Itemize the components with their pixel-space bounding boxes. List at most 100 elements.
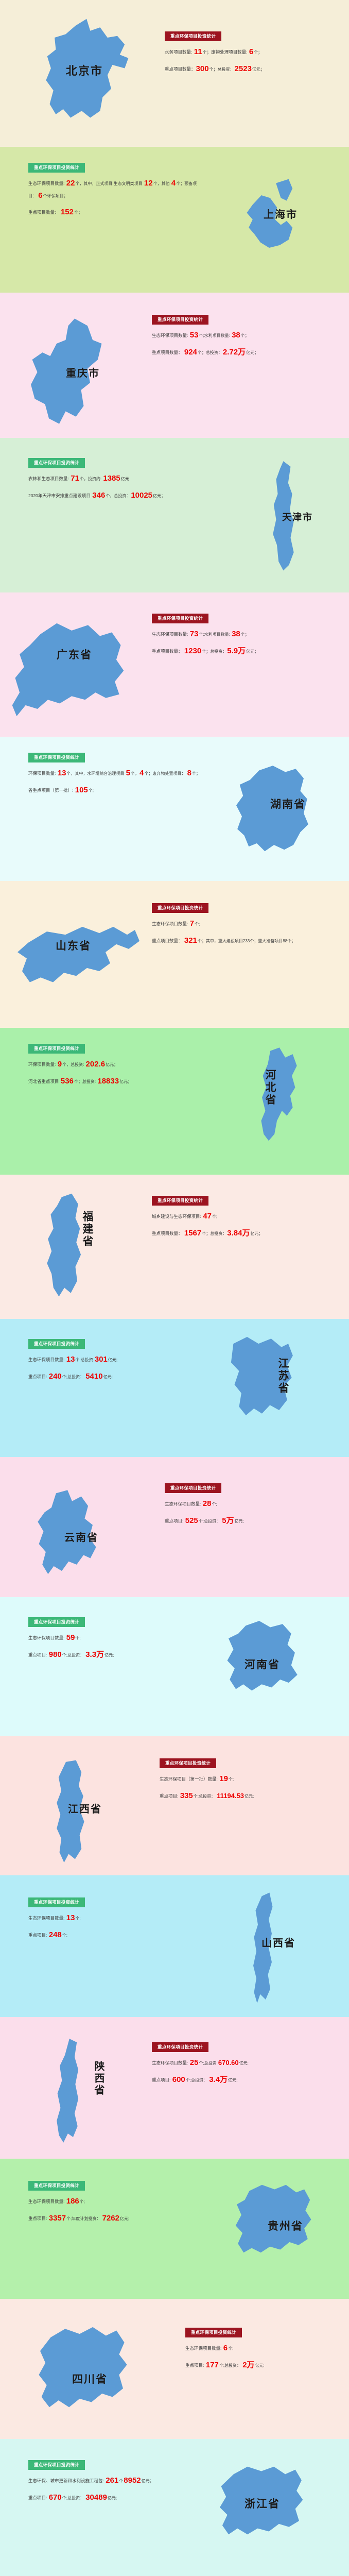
stat-unit: 亿元； xyxy=(252,66,265,72)
stat-line: 生态环保项目数量: 53个;水利项目数量: 38个； xyxy=(152,329,337,341)
stat-number: 12 xyxy=(144,179,153,188)
stat-line: 重点项目: 670个;总投资： 30489亿元; xyxy=(28,2492,206,2503)
stat-unit: 个；预备项目： xyxy=(28,181,197,198)
stat-lines: 生态环保项目数量: 13个; 重点项目: 248个; xyxy=(28,1912,198,1941)
stat-unit: 亿元； xyxy=(119,1079,132,1084)
section-badge: 重点环保项目投资统计 xyxy=(165,31,222,42)
stat-unit: 亿元 xyxy=(120,477,129,482)
section-badge: 重点环保项目投资统计 xyxy=(28,1617,85,1628)
stat-lines: 生态环保项目数量: 13个;总投资 301亿元; 重点项目: 240个;总投资： … xyxy=(28,1353,203,1382)
stat-number: 13 xyxy=(66,1913,75,1923)
stat-unit: 个;水利项目数量: xyxy=(199,333,232,338)
province-name-label: 陕西省 xyxy=(93,2061,105,2096)
stat-unit: 个；总投资： xyxy=(202,1231,227,1236)
stat-label: 生态环保项目数量: xyxy=(152,632,189,637)
stat-unit: 个； xyxy=(74,210,82,215)
section-inner: 重点环保项目投资统计 生态环保项目数量: 53个;水利项目数量: 38个； 重点项目… xyxy=(0,293,349,438)
stat-unit: 个；总投资： xyxy=(209,66,234,72)
stat-number: 670 xyxy=(48,2493,62,2502)
stat-line: 生态环保项目数量: 59个; xyxy=(28,1632,203,1643)
section-inner: 重点环保项目投资统计 环保项目数量: 9个，总投资: 202.6亿元； 河北省重点项… xyxy=(0,1028,349,1175)
stat-line: 生态环保项目数量: 186个; xyxy=(28,2195,214,2207)
stat-label: 生态环保项目数量: xyxy=(165,1501,202,1507)
stat-text-block: 重点环保项目投资统计 生态环保项目数量: 6个; 重点项目: 177个;总投资： 2… xyxy=(185,2327,342,2376)
stat-text-block: 重点环保项目投资统计 水务项目数量: 11个；废物处理项目数量: 6个； 重点项目数… xyxy=(165,31,345,79)
province-name-label: 四川省 xyxy=(72,2372,108,2385)
stat-label: 环保项目数量: xyxy=(28,1062,57,1067)
stat-unit: 个; xyxy=(62,1933,67,1938)
stat-text-block: 重点环保项目投资统计 生态环保项目数量: 22个，其中，正式项目:生态文明类项目 … xyxy=(28,162,198,223)
stat-line: 2020年天津市安排重点建设项目 346个，总投资：10025亿元； xyxy=(28,489,206,501)
section-inner: 重点环保项目投资统计 水务项目数量: 11个；废物处理项目数量: 6个； 重点项目数… xyxy=(0,0,349,147)
stat-unit: 个;总投资： xyxy=(62,2495,85,2500)
stat-text-block: 重点环保项目投资统计 生态环保项目数量: 53个;水利项目数量: 38个； 重点项目… xyxy=(152,314,337,363)
section-badge: 重点环保项目投资统计 xyxy=(152,2042,209,2053)
stat-line: 重点项目: 240个;总投资： 5410亿元; xyxy=(28,1370,203,1382)
stat-unit: 个; xyxy=(75,1636,81,1641)
stat-number: 6 xyxy=(38,191,43,200)
stat-number: 30489 xyxy=(85,2493,107,2502)
province-name-label: 江苏省 xyxy=(277,1358,290,1395)
stat-number: 6 xyxy=(249,47,254,57)
stat-unit: 个；总投资: xyxy=(74,1079,97,1084)
stat-unit: 亿元; xyxy=(104,1652,114,1657)
stat-number: 321 xyxy=(184,936,197,945)
province-shape-icon xyxy=(247,179,293,248)
map-wrap: 贵州省 xyxy=(226,2180,329,2278)
stat-number: 2.72万 xyxy=(222,347,246,357)
stat-number: 301 xyxy=(94,1355,108,1364)
stat-number: 670.60 xyxy=(218,2059,239,2067)
province-name-label: 河南省 xyxy=(245,1658,280,1671)
stat-lines: 生态环保项目数量: 6个; 重点项目: 177个;总投资： 2万亿元; xyxy=(185,2342,342,2371)
stat-unit: 个; xyxy=(195,922,200,927)
stat-line: 重点项目数量： 1567个；总投资：3.84万亿元； xyxy=(152,1227,337,1239)
stat-label: 重点项目: xyxy=(28,1932,48,1938)
stat-unit: 个； xyxy=(240,632,249,637)
stat-number: 22 xyxy=(66,179,75,188)
province-shape-icon xyxy=(235,2184,311,2253)
stat-label: 生态环保项目数量: xyxy=(185,2346,223,2351)
stat-lines: 生态环保项目数量: 28个; 重点项目: 525个;总投资： 5万亿元; xyxy=(165,1498,342,1527)
stat-line: 重点项目数量： 1230个；总投资：5.9万亿元； xyxy=(152,645,340,657)
province-map: 江西省 xyxy=(41,1757,124,1868)
stat-unit: 个环保项目； xyxy=(43,193,68,198)
province-section: 重点环保项目投资统计 生态环保、城市更新和水利设施工程包: 261个8952亿元；… xyxy=(0,2439,349,2576)
stat-unit: 个;总投资： xyxy=(62,1374,85,1379)
stat-unit: 个; xyxy=(228,2346,234,2351)
province-name-label: 山东省 xyxy=(56,939,91,952)
province-name-label: 山西省 xyxy=(261,1937,295,1949)
stat-number: 7 xyxy=(189,919,195,928)
stat-line: 河北省重点项目 536个；总投资: 18833亿元； xyxy=(28,1075,214,1087)
stat-line: 重点项目数量： 321个；其中，重大建设项目233个；重大准备项目88个； xyxy=(152,935,342,946)
stat-label: 重点项目: xyxy=(160,1793,180,1799)
section-inner: 重点环保项目投资统计 生态环保项目数量: 73个;水利项目数量: 38个； 重点项目… xyxy=(0,592,349,737)
province-name-label: 福建省 xyxy=(81,1211,94,1248)
stat-text-block: 重点环保项目投资统计 生态环保、城市更新和水利设施工程包: 261个8952亿元；… xyxy=(28,2460,206,2508)
stat-unit: 个，总投资: xyxy=(62,1062,85,1067)
section-badge: 重点环保项目投资统计 xyxy=(28,1044,85,1054)
section-inner: 重点环保项目投资统计 生态环保项目数量: 7个; 重点项目数量： 321个；其中，重… xyxy=(0,881,349,1028)
stat-number: 3.84万 xyxy=(227,1228,250,1238)
stat-lines: 生态环保项目数量: 25个;总投资 670.60亿元; 重点项目: 600个;总投… xyxy=(152,2057,340,2086)
province-shape-icon xyxy=(253,1892,273,2004)
stat-line: 重点项目: 525个;总投资： 5万亿元; xyxy=(165,1515,342,1527)
stat-number: 3.3万 xyxy=(85,1650,104,1659)
stat-unit: 个；废弃物处置项目： xyxy=(144,771,187,776)
stat-line: 城乡建设与生态环保项目: 47个; xyxy=(152,1210,337,1222)
province-name-label: 云南省 xyxy=(64,1531,98,1544)
map-wrap: 重庆市 xyxy=(26,313,142,429)
stat-label: 重点项目: xyxy=(28,1652,48,1657)
province-shape-icon xyxy=(12,623,124,717)
stat-label: 生态环保项目（第一批）数量: xyxy=(160,1776,219,1782)
stat-unit: 个， xyxy=(131,771,139,776)
stat-unit: 个;总投资： xyxy=(62,1652,85,1657)
stat-unit: 亿元； xyxy=(153,493,166,498)
province-section: 重点环保项目投资统计 环保项目数量: 9个，总投资: 202.6亿元； 河北省重点项… xyxy=(0,1028,349,1175)
stat-number: 7262 xyxy=(102,2213,119,2223)
stat-number: 980 xyxy=(48,1650,62,1659)
stat-unit: 个；其中，重大建设项目233个；重大准备项目88个； xyxy=(197,938,296,943)
province-shape-icon xyxy=(231,1336,293,1416)
stat-unit: 个，其中，水环境综合治理项目 xyxy=(66,771,126,776)
section-badge: 重点环保项目投资统计 xyxy=(152,614,209,624)
